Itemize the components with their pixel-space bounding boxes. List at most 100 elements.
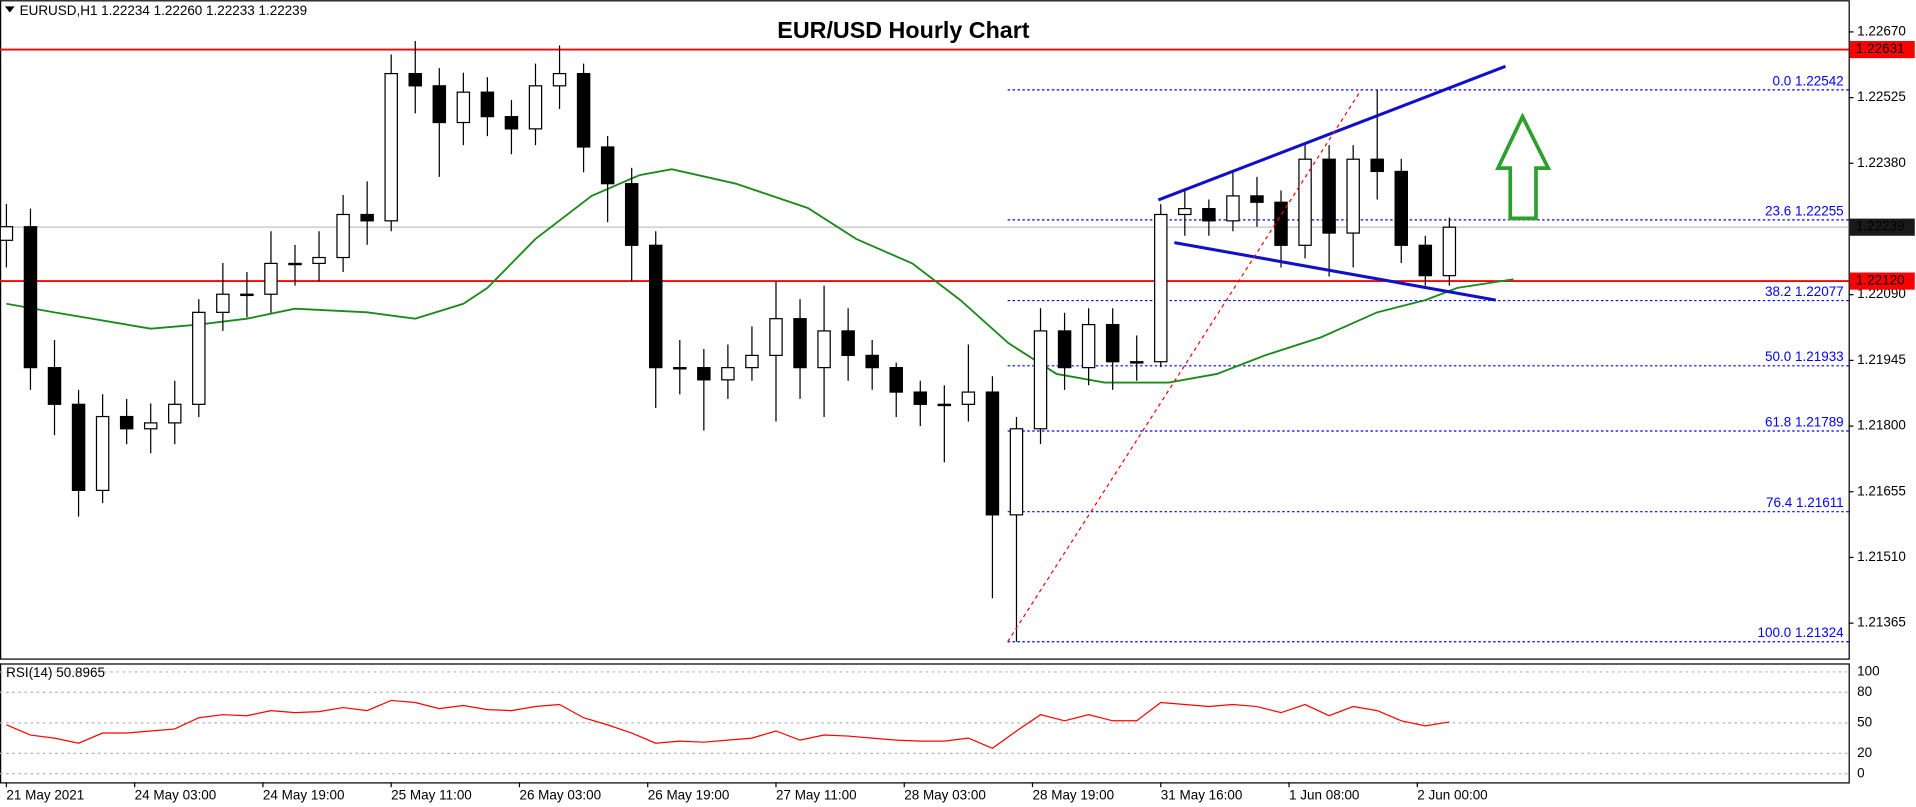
x-tick-label: 27 May 11:00 — [776, 787, 857, 802]
y-tick-label: 1.21655 — [1857, 483, 1906, 498]
candle-body — [23, 226, 38, 369]
candle-body — [937, 403, 952, 407]
rsi-line — [6, 699, 1450, 749]
fib-label: 23.6 1.22255 — [1765, 203, 1844, 218]
candle-body — [432, 85, 447, 124]
candle-body — [1105, 323, 1120, 363]
y-tick-label: 1.21945 — [1857, 352, 1906, 367]
header: EURUSD,H1 1.22234 1.22260 1.22233 1.2223… — [20, 3, 308, 18]
candle-body — [408, 72, 422, 87]
candle-body — [1154, 213, 1168, 363]
candle-body — [47, 367, 62, 405]
candle-body — [913, 391, 928, 405]
x-tick-label: 2 Jun 00:00 — [1417, 787, 1487, 802]
candle-body — [1298, 158, 1312, 246]
fib-label: 100.0 1.21324 — [1758, 625, 1845, 640]
candle-body — [1250, 195, 1264, 203]
y-tick-label: 1.21510 — [1857, 549, 1906, 564]
x-tick-label: 1 Jun 08:00 — [1289, 787, 1359, 802]
candle-body — [1226, 195, 1240, 222]
fib-label: 76.4 1.21611 — [1766, 495, 1844, 510]
current-price-tag-box — [1849, 218, 1915, 236]
candle-body — [360, 213, 374, 222]
fib-price: 1.21324 — [1795, 625, 1844, 640]
candle-body — [961, 391, 976, 405]
candle-body — [192, 311, 206, 405]
fib-label: 38.2 1.22077 — [1765, 284, 1844, 299]
candle-body — [1274, 201, 1288, 246]
fib-price: 1.21933 — [1795, 349, 1844, 364]
fib-price: 1.21611 — [1796, 495, 1844, 510]
candle-body — [817, 330, 831, 369]
y-tick-label: 1.22090 — [1857, 286, 1906, 301]
candle-body — [143, 422, 158, 430]
candle-body — [504, 116, 519, 130]
candle-body — [624, 183, 639, 246]
fib-price: 1.22542 — [1795, 73, 1844, 88]
candle-body — [1129, 361, 1144, 364]
candle-body — [71, 403, 86, 492]
candle-body — [1394, 170, 1409, 246]
fib-label: 61.8 1.21789 — [1765, 414, 1844, 429]
fib-label: 0.0 1.22542 — [1773, 73, 1844, 88]
candle-body — [1322, 158, 1336, 234]
candle-body — [769, 318, 783, 356]
rsi-value: 50.8965 — [56, 665, 105, 680]
fib-level: 76.4 — [1766, 495, 1793, 510]
candle-body — [528, 85, 543, 130]
candle-body — [95, 415, 110, 492]
candle-body — [1442, 226, 1457, 277]
level-tag-box — [1849, 272, 1915, 290]
candle-body — [312, 256, 326, 265]
candle-body — [336, 213, 350, 259]
y-tick-label: 1.22380 — [1857, 155, 1906, 170]
rsi-tick-label: 80 — [1857, 684, 1872, 699]
x-tick-label: 24 May 03:00 — [135, 787, 217, 802]
candle-body — [119, 415, 134, 430]
fib-level: 100.0 — [1758, 625, 1792, 640]
up-arrow — [1495, 112, 1552, 221]
fib-level: 61.8 — [1765, 414, 1791, 429]
candle-body — [721, 367, 735, 381]
candle-body — [1178, 207, 1192, 216]
candle-body — [456, 91, 471, 124]
x-tick-label: 26 May 03:00 — [519, 787, 601, 802]
rsi-tick-label: 50 — [1857, 714, 1872, 729]
chart-title: EUR/USD Hourly Chart — [777, 17, 1029, 43]
level-tag: 1.22120 — [1856, 273, 1905, 288]
rsi-tick-label: 20 — [1857, 745, 1872, 760]
header-icon — [4, 6, 15, 13]
candle-body — [552, 72, 567, 87]
y-tick-label: 1.22670 — [1857, 23, 1906, 38]
candle-body — [600, 146, 615, 185]
candle-body — [1418, 244, 1433, 277]
trendline — [1174, 241, 1497, 302]
candle-body — [648, 244, 663, 369]
candle-body — [793, 318, 807, 369]
fib-price: 1.22255 — [1795, 203, 1844, 218]
fib-label: 50.0 1.21933 — [1765, 349, 1844, 364]
rsi-tick-label: 100 — [1857, 663, 1879, 678]
x-tick-label: 31 May 16:00 — [1161, 787, 1243, 802]
candle-body — [1057, 330, 1072, 369]
candle-body — [288, 262, 302, 266]
x-tick-label: 28 May 19:00 — [1033, 787, 1115, 802]
current-price-tag: 1.22239 — [1856, 219, 1905, 234]
candle-body — [1033, 330, 1048, 430]
candle-body — [1202, 207, 1216, 222]
rsi-tick-label: 0 — [1857, 765, 1865, 780]
fib-price: 1.21789 — [1795, 414, 1844, 429]
candle-body — [1081, 323, 1096, 369]
y-tick-label: 1.21365 — [1857, 615, 1906, 630]
x-tick-label: 24 May 19:00 — [263, 787, 345, 802]
fib-level: 50.0 — [1765, 349, 1791, 364]
candle-body — [865, 354, 879, 369]
trendline — [1157, 64, 1507, 202]
candle-body — [240, 293, 254, 297]
candle-body — [264, 262, 278, 295]
y-tick-label: 1.21800 — [1857, 418, 1906, 433]
candle-body — [1009, 428, 1024, 516]
trendline — [1007, 89, 1362, 643]
candle-body — [1370, 158, 1384, 173]
